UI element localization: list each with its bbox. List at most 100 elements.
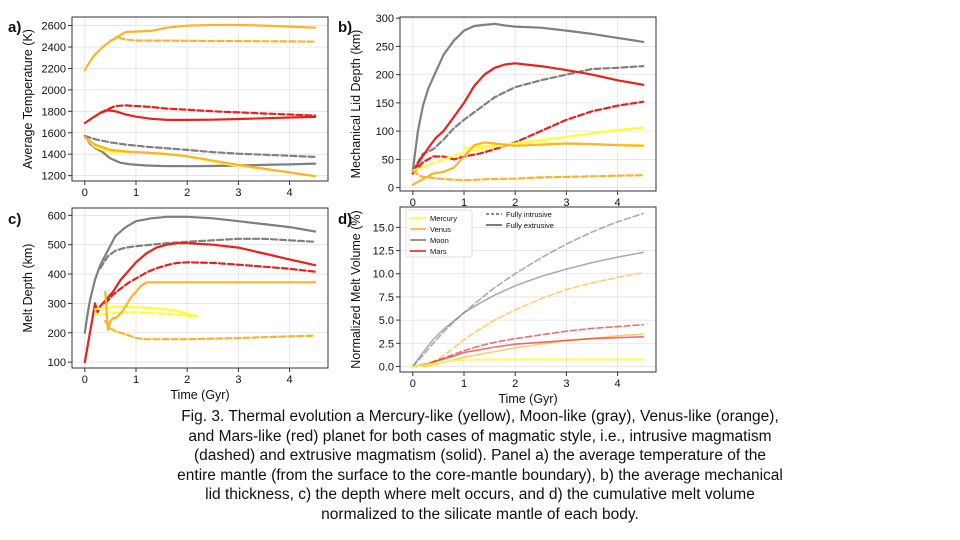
y-axis-label: Melt Depth (km) (21, 244, 35, 333)
series-line-orange-dashed (411, 169, 645, 182)
legend-label: Mars (430, 247, 447, 256)
y-tick-label: 10.0 (373, 269, 394, 281)
x-tick-label: 4 (287, 374, 293, 386)
series-line-gray-solid (412, 251, 644, 368)
series-line-orange-dashed (422, 272, 644, 368)
caption-line: entire mantle (from the surface to the c… (177, 466, 783, 484)
chart-panel-b: 0 1 2 3 4 0 50 100 150 200 250 300 Mechanical Lid De… (338, 13, 657, 209)
x-tick-label: 1 (461, 378, 467, 390)
y-axis-label: Mechanical Lid Depth (km) (349, 30, 363, 179)
y-tick-label: 0.0 (379, 361, 394, 373)
axes-frame (71, 16, 329, 182)
y-tick-label: 0 (388, 183, 394, 195)
y-tick-label: 200 (376, 70, 394, 82)
y-tick-label: 500 (48, 240, 66, 252)
caption-line: and Mars-like (red) planet for both case… (188, 427, 772, 445)
x-tick-label: 2 (184, 187, 190, 199)
series-line-orange-solid (83, 23, 317, 72)
y-axis-label: Average Temperature (K) (21, 29, 35, 169)
x-tick-label: 3 (235, 187, 241, 199)
y-tick-label: 50 (382, 154, 394, 166)
x-axis-label: Time (Gyr) (170, 388, 229, 402)
series-line-red-solid (412, 336, 644, 368)
x-tick-label: 2 (512, 378, 518, 390)
series-line-orange-solid (104, 281, 317, 331)
y-tick-label: 150 (376, 98, 394, 110)
series-line-gray-dashed (412, 212, 644, 368)
y-tick-label: 7.5 (379, 292, 394, 304)
axes-frame (399, 16, 657, 192)
series-line-red-dashed (412, 323, 644, 368)
series-line-gray-solid (83, 215, 317, 334)
plot-area (72, 17, 328, 181)
y-tick-label: 100 (376, 126, 394, 138)
y-tick-label: 400 (48, 269, 66, 281)
series-line-gray-solid (83, 134, 317, 168)
x-tick-label: 4 (615, 197, 621, 209)
figure-canvas: 0 1 2 3 412001400160018002000220024002600Ave… (8, 13, 657, 406)
chart-panel-c: 0 1 2 3 4 100 200 300 400 500 600 Melt Depth (km) Ti… (8, 207, 329, 402)
x-tick-label: 3 (563, 378, 569, 390)
series-group (412, 212, 644, 368)
x-tick-label: 2 (512, 197, 518, 209)
series-line-orange-dashed (109, 36, 317, 43)
series-line-gray-solid (411, 22, 645, 172)
y-tick-label: 1400 (42, 149, 66, 161)
series-line-gray-dashed (83, 134, 317, 158)
legend-label: Venus (430, 225, 451, 234)
figure-caption: Fig. 3. Thermal evolution a Mercury-like… (0, 407, 960, 524)
series-line-red-dashed (411, 100, 645, 175)
legend-label: Fully intrusive (506, 210, 552, 219)
x-tick-label: 2 (184, 374, 190, 386)
chart-panel-a: 0 1 2 3 4 1200 1400 1600 1800 2000 2200 2400 2600 Ave… (8, 16, 329, 199)
legend-label: Moon (430, 236, 449, 245)
legend-label: Mercury (430, 214, 457, 223)
series-line-orange-solid (411, 141, 645, 186)
y-tick-label: 2000 (42, 85, 66, 97)
y-tick-label: 2.5 (379, 338, 394, 350)
panel-label: a) (8, 19, 21, 36)
series-line-gray-dashed (99, 237, 317, 270)
series-group (83, 215, 317, 364)
series-line-red-dashed (104, 261, 317, 305)
y-tick-label: 600 (48, 210, 66, 222)
series-group (83, 23, 317, 178)
series-line-yellow-solid (462, 126, 645, 150)
series-line-red-solid (83, 242, 317, 364)
style-legend: Fully intrusive Fully extrusive (486, 210, 554, 230)
panel-label: b) (338, 19, 352, 36)
x-tick-label: 4 (615, 378, 621, 390)
x-tick-label: 4 (287, 187, 293, 199)
x-tick-label: 1 (461, 197, 467, 209)
y-tick-label: 1800 (42, 106, 66, 118)
series-line-yellow-solid (412, 359, 644, 368)
chart-panel-d: 0 1 2 3 4 0.0 2.5 5.0 7.5 10.0 12.5 15.0 Normalized … (338, 206, 657, 406)
y-tick-label: 1600 (42, 128, 66, 140)
y-tick-label: 2600 (42, 21, 66, 33)
y-tick-label: 2200 (42, 63, 66, 75)
y-tick-label: 5.0 (379, 315, 394, 327)
panel-label: c) (8, 211, 21, 228)
y-tick-label: 200 (48, 328, 66, 340)
caption-line: Fig. 3. Thermal evolution a Mercury-like… (181, 408, 779, 425)
y-tick-label: 250 (376, 41, 394, 53)
series-line-orange-dashed (104, 319, 317, 341)
y-tick-label: 12.5 (373, 246, 394, 258)
caption-line: lid thickness, c) the depth where melt o… (205, 486, 755, 503)
x-tick-label: 3 (563, 197, 569, 209)
x-tick-label: 1 (133, 374, 139, 386)
series-line-red-solid (411, 62, 645, 175)
series-line-gray-dashed (411, 65, 645, 172)
y-tick-label: 1200 (42, 171, 66, 183)
y-axis-label: Normalized Melt Volume (%) (349, 210, 363, 368)
series-line-yellow-solid (93, 305, 199, 318)
x-tick-label: 0 (82, 374, 88, 386)
series-line-yellow-dashed (93, 311, 199, 318)
x-tick-label: 3 (235, 374, 241, 386)
y-tick-label: 100 (48, 357, 66, 369)
axes-frame (71, 207, 329, 369)
x-tick-label: 0 (410, 197, 416, 209)
legend-box (405, 209, 473, 258)
series-line-red-dashed (99, 104, 317, 117)
panel-label: d) (338, 211, 352, 228)
